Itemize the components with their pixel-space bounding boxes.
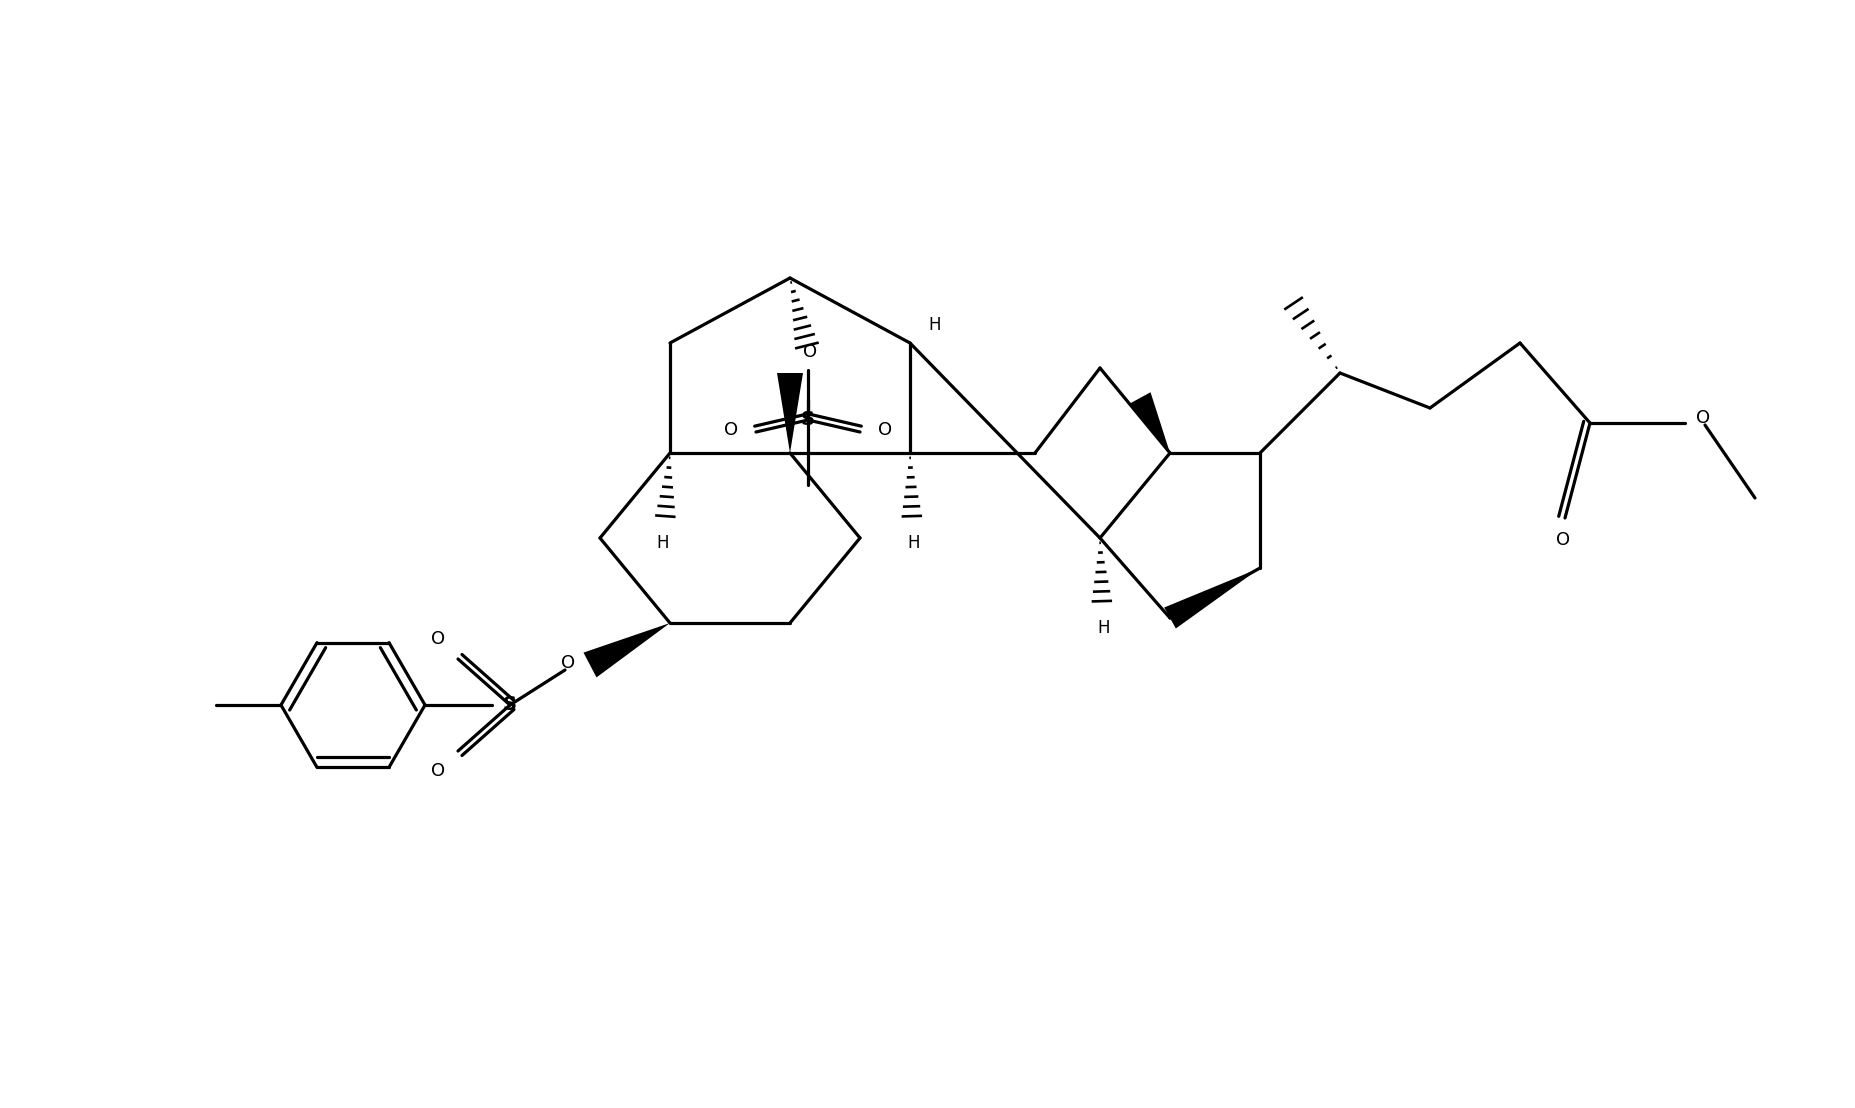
Polygon shape (1163, 568, 1260, 628)
Polygon shape (777, 373, 803, 453)
Text: H: H (1096, 619, 1109, 637)
Text: O: O (430, 630, 445, 648)
Text: O: O (803, 343, 816, 361)
Text: O: O (1554, 531, 1569, 548)
Text: H: H (928, 316, 940, 334)
Text: H: H (907, 534, 920, 552)
Text: S: S (801, 410, 814, 430)
Polygon shape (582, 623, 670, 677)
Text: O: O (560, 654, 575, 671)
Text: O: O (723, 421, 738, 439)
Polygon shape (1130, 392, 1169, 453)
Text: O: O (877, 421, 892, 439)
Text: S: S (503, 696, 518, 715)
Text: H: H (657, 534, 670, 552)
Text: O: O (430, 762, 445, 780)
Text: O: O (1695, 409, 1708, 427)
